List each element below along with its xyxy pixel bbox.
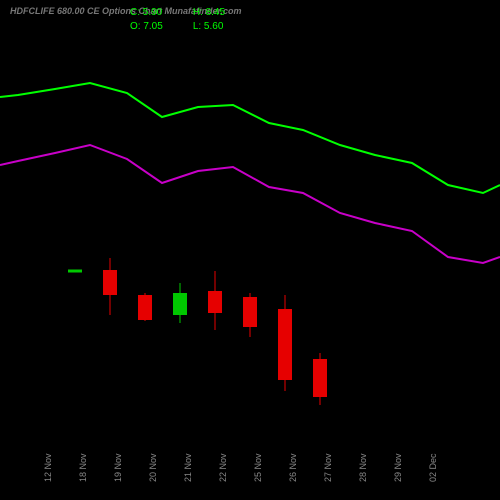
- x-axis-label: 28 Nov: [358, 453, 368, 482]
- ohlc-summary: C: 5.90 H: 8.45 O: 7.05 L: 5.60: [130, 6, 255, 34]
- x-axis: 12 Nov 18 Nov 19 Nov 20 Nov 21 Nov 22 Nov 25 N…: [0, 440, 500, 500]
- x-axis-label: 27 Nov: [323, 453, 333, 482]
- candle-body: [138, 295, 152, 320]
- x-axis-label: 19 Nov: [113, 453, 123, 482]
- indicator-line-2: [0, 145, 500, 263]
- high-label: H: 8.45: [193, 6, 255, 20]
- chart-plot-area: [0, 35, 500, 435]
- x-axis-label: 02 Dec: [428, 453, 438, 482]
- chart-svg: [0, 35, 500, 435]
- x-axis-label: 21 Nov: [183, 453, 193, 482]
- open-label: O: 7.05: [130, 20, 193, 34]
- x-axis-label: 20 Nov: [148, 453, 158, 482]
- candle-body: [208, 291, 222, 313]
- candle: [68, 270, 82, 273]
- x-axis-label: 18 Nov: [78, 453, 88, 482]
- x-axis-label: 25 Nov: [253, 453, 263, 482]
- close-label: C: 5.90: [130, 6, 193, 20]
- candle-body: [103, 270, 117, 295]
- low-label: L: 5.60: [193, 20, 255, 34]
- candle-body: [313, 359, 327, 397]
- candle-body: [173, 293, 187, 315]
- x-axis-label: 26 Nov: [288, 453, 298, 482]
- x-axis-label: 22 Nov: [218, 453, 228, 482]
- candle-body: [243, 297, 257, 327]
- candle-body: [278, 309, 292, 380]
- x-axis-label: 29 Nov: [393, 453, 403, 482]
- x-axis-label: 12 Nov: [43, 453, 53, 482]
